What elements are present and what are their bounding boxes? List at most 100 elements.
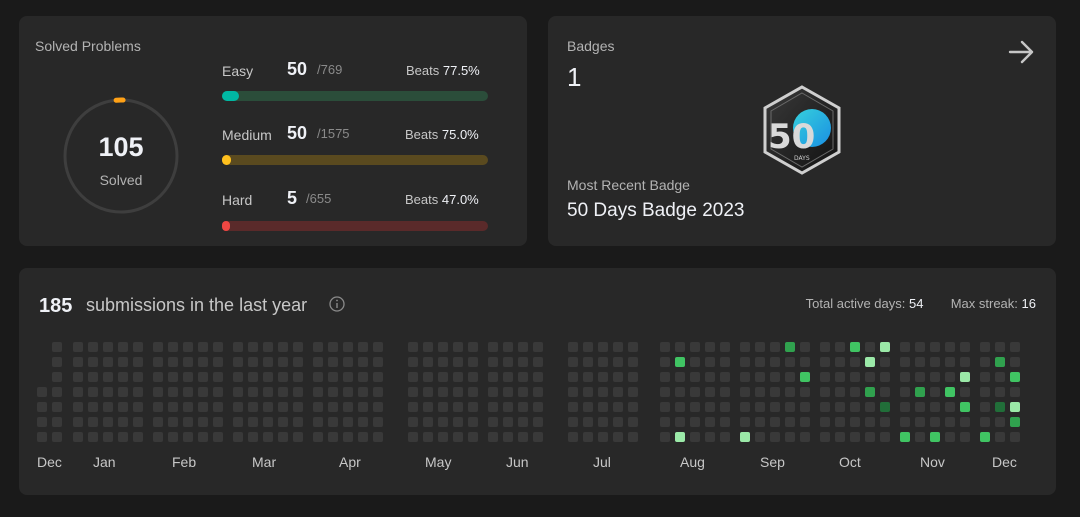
heatmap-cell[interactable]	[583, 357, 593, 367]
heatmap-cell[interactable]	[690, 357, 700, 367]
heatmap-cell[interactable]	[293, 432, 303, 442]
heatmap-cell[interactable]	[568, 417, 578, 427]
heatmap-cell[interactable]	[488, 417, 498, 427]
heatmap-cell[interactable]	[835, 417, 845, 427]
heatmap-cell[interactable]	[583, 417, 593, 427]
heatmap-cell[interactable]	[820, 357, 830, 367]
heatmap-cell[interactable]	[328, 357, 338, 367]
heatmap-cell[interactable]	[133, 372, 143, 382]
heatmap-cell[interactable]	[313, 387, 323, 397]
heatmap-cell[interactable]	[770, 387, 780, 397]
heatmap-cell[interactable]	[850, 402, 860, 412]
heatmap-cell[interactable]	[720, 417, 730, 427]
heatmap-cell[interactable]	[628, 357, 638, 367]
heatmap-cell[interactable]	[660, 357, 670, 367]
heatmap-cell[interactable]	[995, 357, 1005, 367]
heatmap-cell[interactable]	[705, 342, 715, 352]
heatmap-cell[interactable]	[930, 357, 940, 367]
heatmap-cell[interactable]	[900, 432, 910, 442]
heatmap-cell[interactable]	[960, 417, 970, 427]
heatmap-cell[interactable]	[313, 417, 323, 427]
heatmap-cell[interactable]	[1010, 432, 1020, 442]
heatmap-cell[interactable]	[278, 417, 288, 427]
heatmap-cell[interactable]	[183, 417, 193, 427]
heatmap-cell[interactable]	[213, 387, 223, 397]
heatmap-cell[interactable]	[438, 387, 448, 397]
heatmap-cell[interactable]	[785, 387, 795, 397]
heatmap-cell[interactable]	[960, 342, 970, 352]
heatmap-cell[interactable]	[675, 402, 685, 412]
heatmap-cell[interactable]	[740, 342, 750, 352]
heatmap-cell[interactable]	[820, 402, 830, 412]
heatmap-cell[interactable]	[313, 342, 323, 352]
heatmap-cell[interactable]	[568, 342, 578, 352]
heatmap-cell[interactable]	[453, 417, 463, 427]
heatmap-cell[interactable]	[770, 432, 780, 442]
heatmap-cell[interactable]	[900, 417, 910, 427]
heatmap-cell[interactable]	[423, 432, 433, 442]
heatmap-cell[interactable]	[583, 432, 593, 442]
heatmap-cell[interactable]	[820, 387, 830, 397]
heatmap-cell[interactable]	[995, 342, 1005, 352]
heatmap-cell[interactable]	[945, 402, 955, 412]
heatmap-cell[interactable]	[865, 417, 875, 427]
heatmap-cell[interactable]	[52, 387, 62, 397]
heatmap-cell[interactable]	[533, 417, 543, 427]
heatmap-cell[interactable]	[453, 357, 463, 367]
heatmap-cell[interactable]	[583, 387, 593, 397]
heatmap-cell[interactable]	[408, 402, 418, 412]
heatmap-cell[interactable]	[518, 417, 528, 427]
heatmap-cell[interactable]	[453, 387, 463, 397]
heatmap-cell[interactable]	[263, 402, 273, 412]
heatmap-cell[interactable]	[73, 417, 83, 427]
heatmap-cell[interactable]	[233, 357, 243, 367]
heatmap-cell[interactable]	[293, 342, 303, 352]
heatmap-cell[interactable]	[88, 342, 98, 352]
heatmap-cell[interactable]	[313, 357, 323, 367]
heatmap-cell[interactable]	[865, 372, 875, 382]
heatmap-cell[interactable]	[705, 402, 715, 412]
heatmap-cell[interactable]	[358, 342, 368, 352]
heatmap-cell[interactable]	[198, 357, 208, 367]
heatmap-cell[interactable]	[183, 432, 193, 442]
heatmap-cell[interactable]	[755, 417, 765, 427]
heatmap-cell[interactable]	[995, 372, 1005, 382]
heatmap-cell[interactable]	[88, 432, 98, 442]
heatmap-cell[interactable]	[930, 432, 940, 442]
heatmap-cell[interactable]	[313, 372, 323, 382]
heatmap-cell[interactable]	[118, 432, 128, 442]
heatmap-cell[interactable]	[598, 432, 608, 442]
heatmap-cell[interactable]	[945, 357, 955, 367]
heatmap-cell[interactable]	[37, 432, 47, 442]
heatmap-cell[interactable]	[198, 372, 208, 382]
heatmap-cell[interactable]	[865, 402, 875, 412]
heatmap-cell[interactable]	[248, 387, 258, 397]
heatmap-cell[interactable]	[613, 417, 623, 427]
heatmap-cell[interactable]	[720, 387, 730, 397]
heatmap-cell[interactable]	[865, 387, 875, 397]
heatmap-cell[interactable]	[533, 402, 543, 412]
heatmap-cell[interactable]	[945, 432, 955, 442]
heatmap-cell[interactable]	[690, 432, 700, 442]
heatmap-cell[interactable]	[740, 402, 750, 412]
heatmap-cell[interactable]	[503, 417, 513, 427]
heatmap-cell[interactable]	[915, 432, 925, 442]
heatmap-cell[interactable]	[278, 357, 288, 367]
heatmap-cell[interactable]	[880, 357, 890, 367]
heatmap-cell[interactable]	[755, 432, 765, 442]
heatmap-cell[interactable]	[800, 402, 810, 412]
heatmap-cell[interactable]	[880, 417, 890, 427]
heatmap-cell[interactable]	[800, 387, 810, 397]
heatmap-cell[interactable]	[820, 372, 830, 382]
heatmap-cell[interactable]	[705, 372, 715, 382]
heatmap-cell[interactable]	[118, 357, 128, 367]
heatmap-cell[interactable]	[263, 432, 273, 442]
heatmap-cell[interactable]	[628, 432, 638, 442]
heatmap-cell[interactable]	[293, 417, 303, 427]
heatmap-cell[interactable]	[613, 402, 623, 412]
info-icon[interactable]	[329, 296, 345, 312]
heatmap-cell[interactable]	[880, 372, 890, 382]
heatmap-cell[interactable]	[198, 402, 208, 412]
heatmap-cell[interactable]	[980, 387, 990, 397]
heatmap-cell[interactable]	[343, 372, 353, 382]
